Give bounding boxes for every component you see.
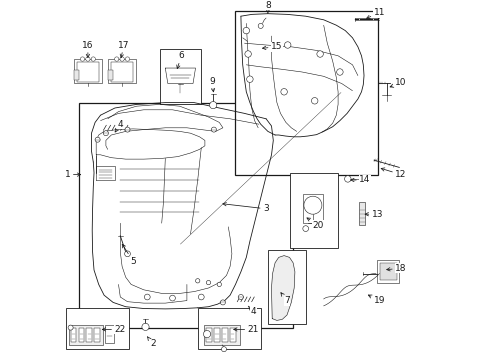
Circle shape [311, 98, 317, 104]
Text: 21: 21 [233, 325, 259, 334]
Bar [303, 194, 322, 223]
Bar [376, 260, 399, 283]
Text: 4: 4 [248, 306, 256, 316]
Circle shape [91, 57, 95, 61]
Circle shape [124, 251, 130, 257]
Circle shape [303, 196, 321, 214]
Text: 9: 9 [209, 77, 215, 92]
Bar [70, 328, 76, 342]
Circle shape [95, 137, 100, 142]
Text: 13: 13 [365, 210, 383, 219]
Text: 16: 16 [82, 40, 94, 58]
Bar [74, 70, 79, 80]
Circle shape [169, 295, 175, 301]
Bar [235, 11, 377, 175]
Bar [77, 62, 99, 82]
Circle shape [211, 127, 216, 132]
Circle shape [221, 347, 226, 352]
Bar [229, 328, 235, 342]
Bar [289, 173, 337, 248]
Bar [222, 328, 227, 342]
Circle shape [203, 330, 210, 338]
Text: 6: 6 [176, 51, 184, 68]
Text: 5: 5 [122, 244, 136, 265]
Text: 1: 1 [64, 170, 81, 179]
Bar [108, 70, 113, 80]
Circle shape [85, 57, 90, 61]
Circle shape [217, 282, 221, 287]
Text: 15: 15 [262, 42, 282, 51]
Circle shape [280, 89, 287, 95]
Bar [69, 325, 103, 345]
Circle shape [125, 127, 130, 132]
Text: 2: 2 [147, 337, 155, 348]
Text: 4: 4 [115, 120, 123, 132]
Text: 11: 11 [366, 8, 385, 18]
Circle shape [142, 323, 149, 330]
Bar [111, 62, 133, 82]
Bar [160, 49, 201, 104]
Text: 14: 14 [350, 175, 370, 184]
Circle shape [220, 300, 225, 305]
Circle shape [302, 226, 308, 231]
Circle shape [198, 294, 204, 300]
Text: 17: 17 [118, 40, 129, 58]
Circle shape [206, 280, 210, 285]
Circle shape [125, 57, 129, 61]
Circle shape [114, 57, 119, 61]
Circle shape [120, 57, 124, 61]
Bar [66, 308, 129, 349]
Bar [86, 328, 92, 342]
Circle shape [246, 76, 253, 82]
Bar [205, 328, 211, 342]
Bar [204, 325, 240, 345]
Text: 20: 20 [306, 218, 324, 230]
Bar [213, 328, 219, 342]
Circle shape [244, 51, 251, 57]
Circle shape [195, 279, 200, 283]
Circle shape [68, 325, 73, 330]
Circle shape [243, 27, 249, 34]
Text: 18: 18 [386, 264, 406, 273]
Text: 22: 22 [102, 325, 126, 334]
Circle shape [80, 57, 84, 61]
Bar [79, 328, 84, 342]
Circle shape [284, 42, 290, 48]
Circle shape [103, 131, 108, 136]
Text: 3: 3 [223, 203, 268, 213]
Text: 7: 7 [280, 293, 289, 305]
Circle shape [238, 294, 243, 300]
Bar [74, 59, 102, 83]
Bar [104, 325, 114, 343]
Bar [94, 328, 100, 342]
Text: 19: 19 [367, 295, 385, 305]
Bar [358, 202, 365, 225]
Circle shape [144, 294, 150, 300]
Text: 8: 8 [264, 1, 270, 13]
Circle shape [344, 176, 350, 182]
Bar [108, 59, 136, 83]
Circle shape [209, 102, 216, 109]
Bar [267, 250, 305, 324]
Bar [79, 103, 292, 328]
Bar [197, 308, 260, 349]
Circle shape [336, 69, 343, 75]
Text: 12: 12 [380, 168, 406, 179]
Circle shape [258, 23, 263, 28]
Polygon shape [271, 256, 294, 320]
Circle shape [316, 51, 323, 57]
Text: 10: 10 [389, 78, 406, 87]
Bar [379, 263, 396, 280]
